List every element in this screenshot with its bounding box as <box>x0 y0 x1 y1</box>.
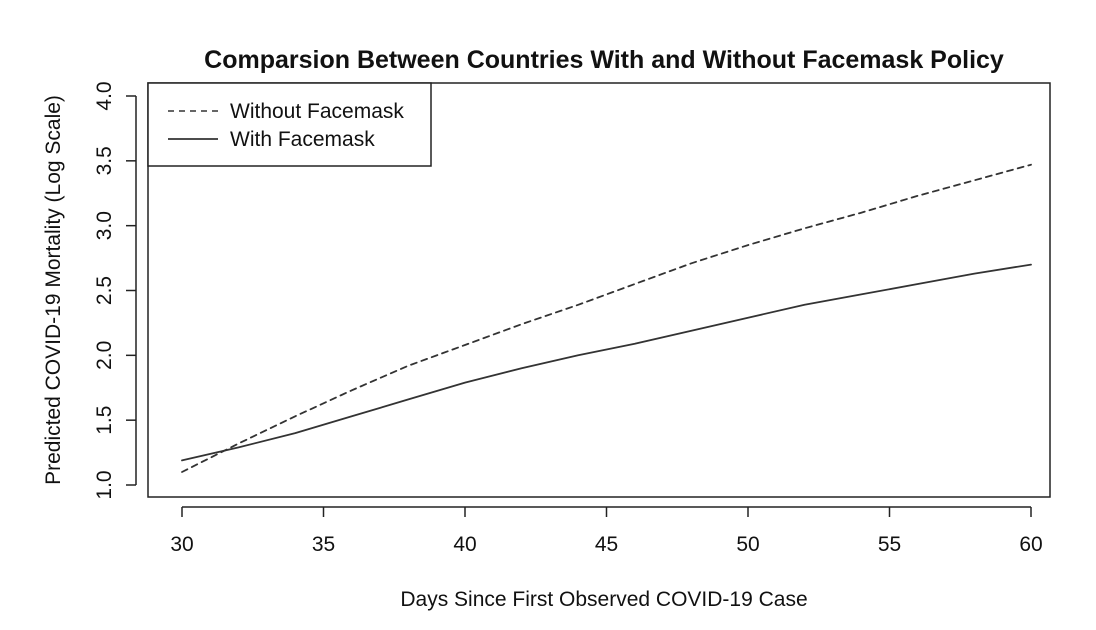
y-axis: 1.0 1.5 2.0 2.5 3.0 3.5 4.0 <box>93 81 137 500</box>
plot-frame <box>147 82 1051 498</box>
x-axis: 30 35 40 45 50 55 60 <box>170 506 1043 556</box>
legend-label-with-facemask: With Facemask <box>230 128 375 151</box>
y-tick-label: 4.0 <box>93 81 116 110</box>
x-axis-label: Days Since First Observed COVID-19 Case <box>400 588 807 611</box>
y-tick-label: 2.5 <box>93 276 116 305</box>
x-tick-label: 35 <box>312 533 335 556</box>
x-tick-label: 30 <box>170 533 193 556</box>
y-tick-label: 3.0 <box>93 211 116 240</box>
x-tick-label: 45 <box>595 533 618 556</box>
x-tick-label: 60 <box>1019 533 1042 556</box>
series-layer <box>181 163 1032 473</box>
series-line-with-facemask <box>181 263 1032 462</box>
x-tick-label: 40 <box>453 533 476 556</box>
y-tick-label: 1.0 <box>93 470 116 499</box>
y-tick-label: 1.5 <box>93 406 116 435</box>
legend-box <box>147 82 432 167</box>
chart-title: Comparsion Between Countries With and Wi… <box>204 46 1004 74</box>
y-tick-label: 3.5 <box>93 146 116 175</box>
y-axis-label: Predicted COVID-19 Mortality (Log Scale) <box>42 95 65 485</box>
x-tick-label: 55 <box>878 533 901 556</box>
legend: Without Facemask With Facemask <box>147 82 432 167</box>
series-line-without-facemask <box>181 163 1032 473</box>
x-tick-label: 50 <box>736 533 759 556</box>
y-tick-label: 2.0 <box>93 341 116 370</box>
legend-label-without-facemask: Without Facemask <box>230 100 404 123</box>
